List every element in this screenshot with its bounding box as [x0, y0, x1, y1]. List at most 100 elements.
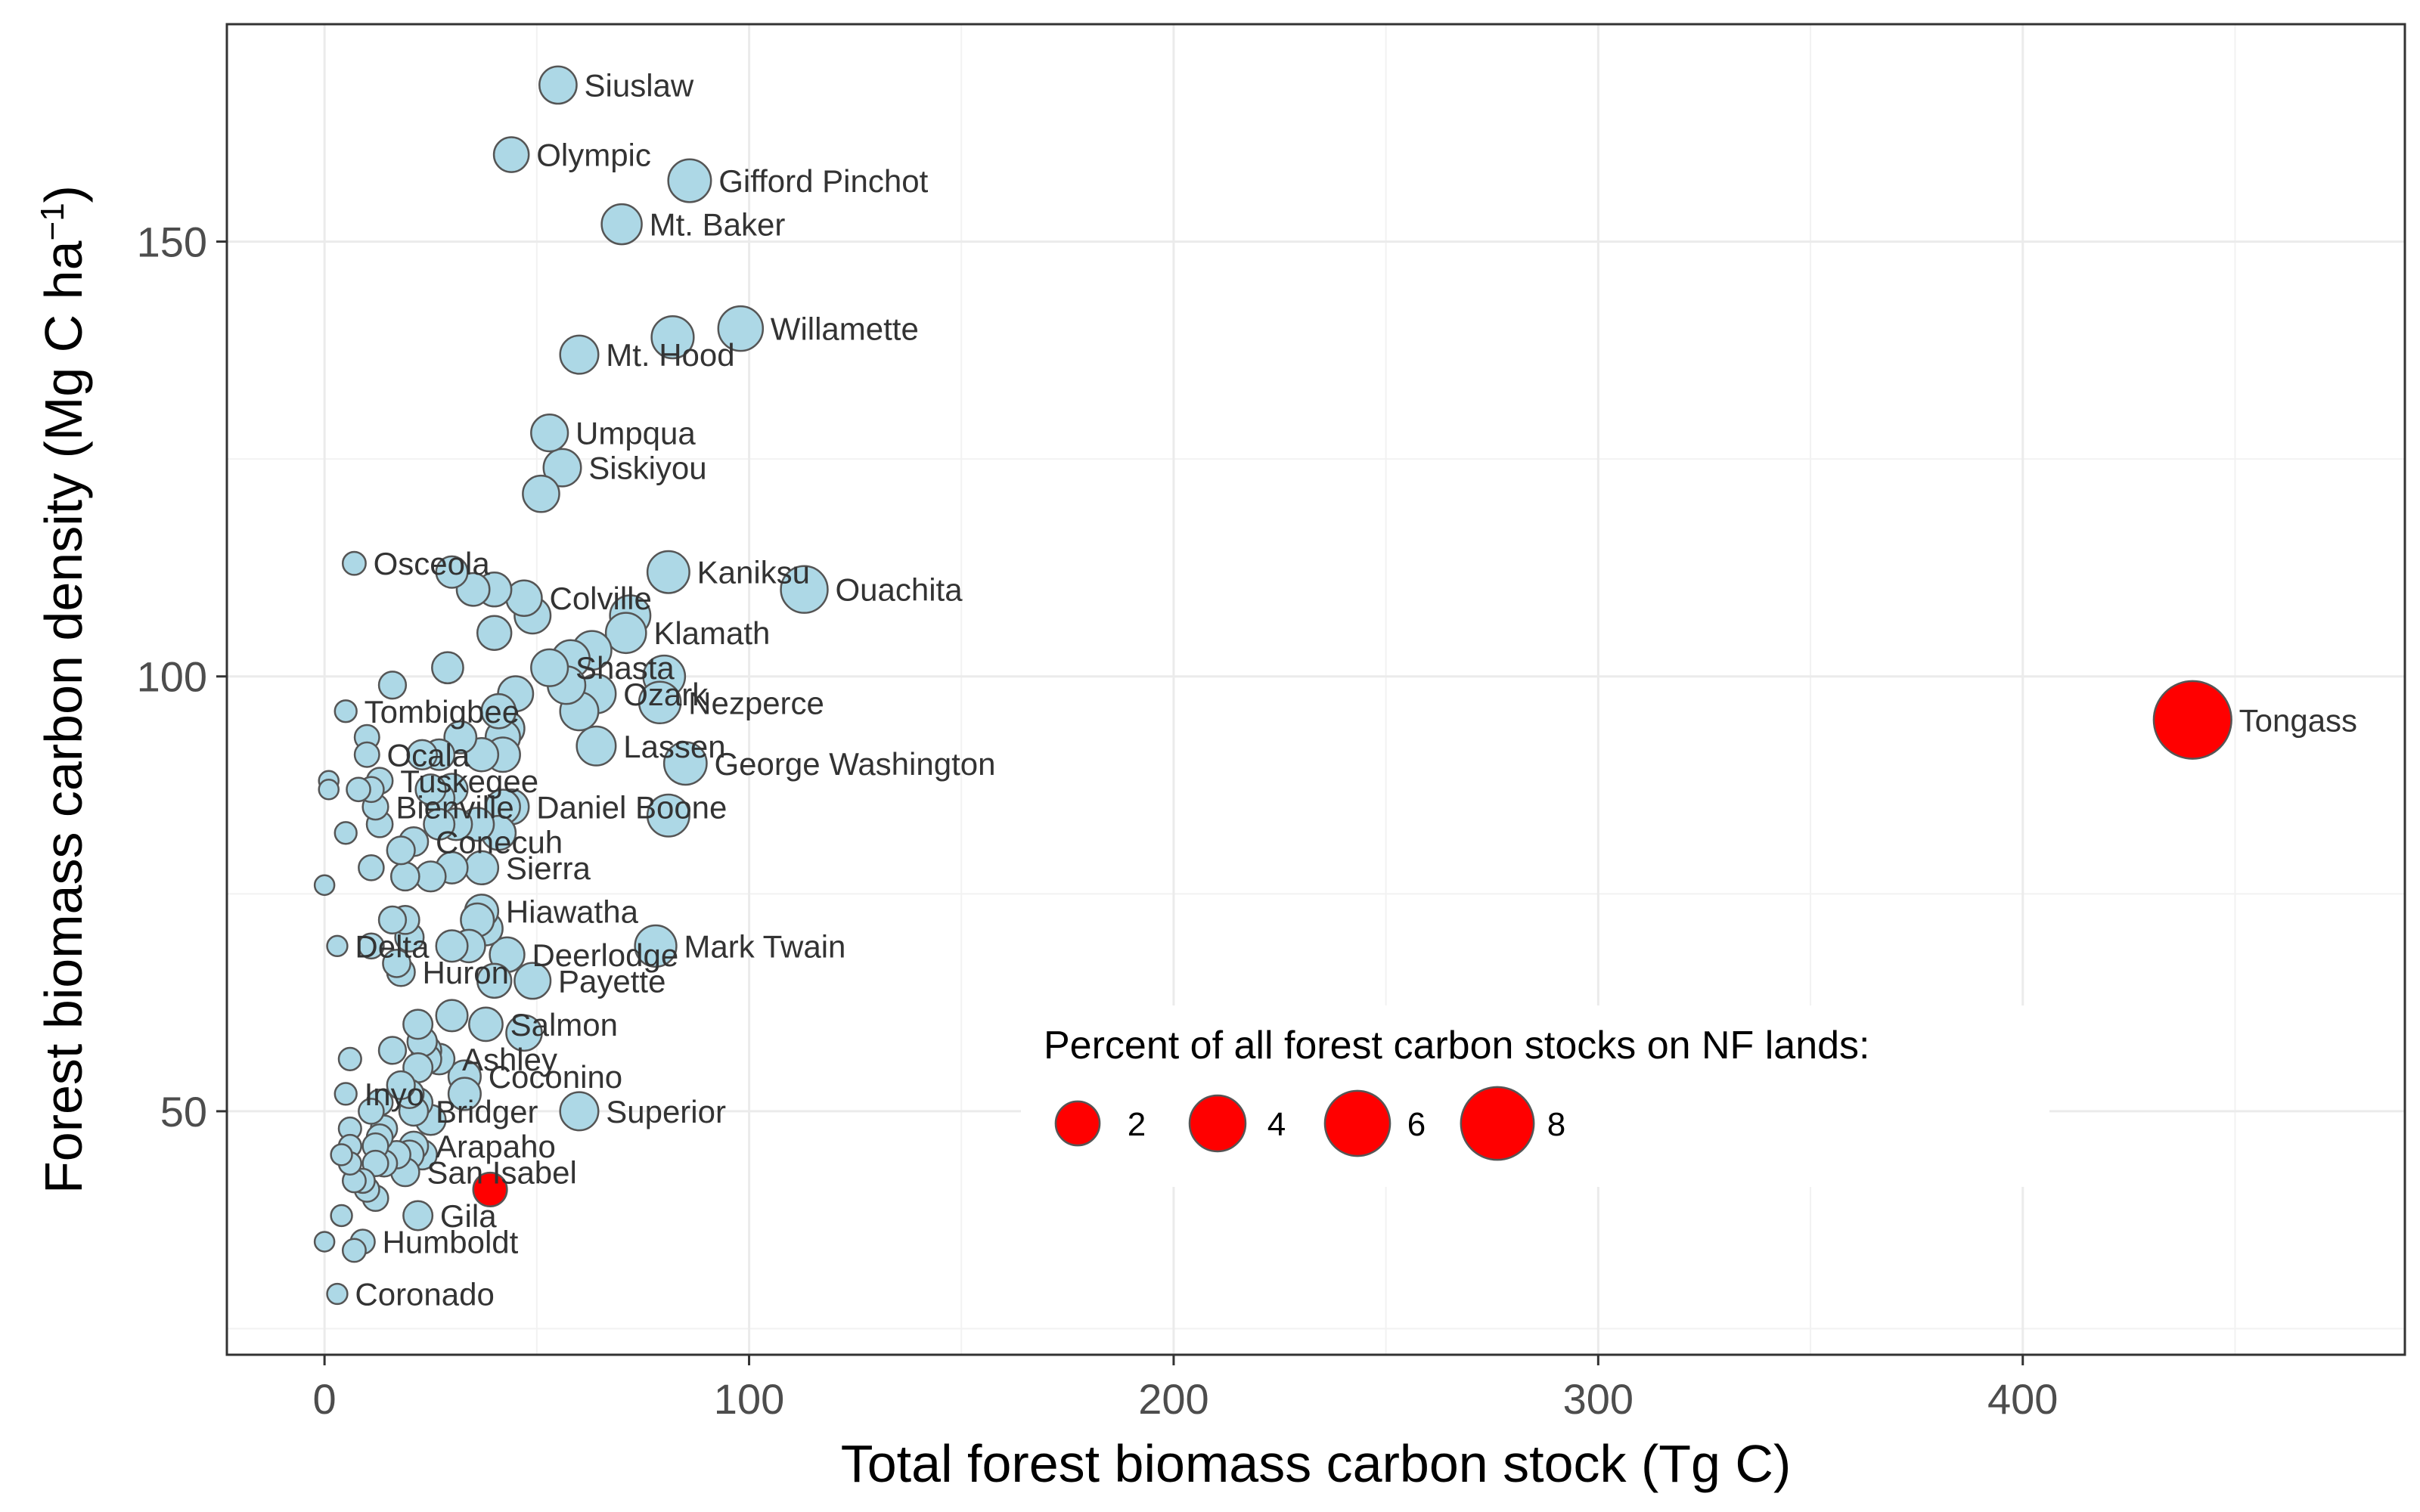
y-tick-label: 100	[137, 653, 207, 701]
point-superior	[559, 1091, 600, 1132]
legend-label-8: 8	[1547, 1106, 1565, 1143]
legend-background	[1021, 1005, 2049, 1187]
label-tombigbee: Tombigbee	[365, 694, 520, 730]
data-point	[476, 962, 513, 999]
label-coconino: Coconino	[489, 1059, 622, 1095]
data-point	[337, 1046, 362, 1071]
data-point	[341, 1238, 367, 1263]
label-humboldt: Humboldt	[383, 1224, 519, 1259]
data-point	[346, 776, 371, 803]
point-mt-hood	[559, 334, 600, 375]
label-siuslaw: Siuslaw	[585, 68, 694, 104]
label-superior: Superior	[606, 1094, 726, 1129]
plot-panel-border	[225, 23, 2406, 1356]
legend-key-2	[1054, 1100, 1101, 1147]
data-point	[389, 861, 420, 892]
label-ozark: Ozark	[623, 677, 709, 712]
label-willamette: Willamette	[771, 311, 919, 347]
legend-key-8	[1460, 1086, 1535, 1161]
label-inyo: Inyo	[365, 1077, 424, 1112]
point-kaniksu	[646, 550, 690, 594]
point-salmon	[468, 1006, 504, 1043]
data-point	[334, 821, 358, 845]
data-point	[505, 1014, 543, 1052]
label-daniel-boone: Daniel Boone	[536, 789, 727, 825]
data-point	[386, 1070, 416, 1101]
data-point	[646, 793, 690, 838]
data-point	[330, 1204, 353, 1228]
y-axis-title-main: Forest biomass carbon density (Mg C ha	[34, 240, 93, 1194]
point-willamette	[717, 305, 765, 352]
data-point	[402, 1009, 434, 1040]
data-point	[414, 773, 447, 806]
point-siuslaw	[538, 65, 578, 105]
y-tick-label: 150	[137, 218, 207, 266]
legend-label-6: 6	[1407, 1106, 1426, 1143]
label-arapaho: Arapaho	[436, 1129, 556, 1164]
x-tick-label: 100	[714, 1375, 784, 1423]
point-ouachita	[780, 565, 829, 614]
label-huron: Huron	[423, 955, 509, 990]
data-point	[386, 835, 416, 866]
label-osceola: Osceola	[374, 546, 491, 581]
legend-label-4: 4	[1267, 1106, 1286, 1143]
point-umpqua	[530, 414, 569, 453]
point-lassen	[576, 725, 617, 767]
point-gifford-pinchot	[667, 158, 712, 203]
data-point	[650, 315, 695, 360]
data-point	[406, 739, 438, 770]
label-lassen: Lassen	[623, 729, 725, 764]
point-klamath	[604, 612, 647, 655]
label-ouachita: Ouachita	[835, 572, 963, 608]
data-point	[377, 905, 408, 934]
legend-label-2: 2	[1128, 1106, 1146, 1143]
data-point	[377, 1036, 408, 1065]
label-deerlodge: Deerlodge	[532, 937, 678, 973]
data-point	[472, 1171, 508, 1207]
y-axis-title: Forest biomass carbon density (Mg C ha−1…	[34, 185, 94, 1194]
label-bienville: Bienville	[396, 789, 513, 825]
x-tick-label: 300	[1563, 1375, 1634, 1423]
label-salmon: Salmon	[510, 1007, 618, 1043]
label-payette: Payette	[558, 963, 666, 999]
label-nezperce: Nezperce	[688, 685, 824, 720]
data-point	[377, 671, 408, 700]
label-shasta: Shasta	[576, 650, 675, 686]
label-conecuh: Conecuh	[436, 824, 563, 860]
point-siskiyou	[542, 448, 582, 488]
data-point	[423, 807, 456, 841]
data-points	[313, 65, 2232, 1306]
label-bridger: Bridger	[436, 1094, 538, 1129]
x-axis-ticks: 0 100 200 300 400	[313, 1355, 2058, 1423]
data-point	[480, 692, 517, 730]
data-point	[358, 854, 385, 881]
label-gifford-pinchot: Gifford Pinchot	[718, 163, 928, 199]
legend-title: Percent of all forest carbon stocks on N…	[1044, 1024, 1870, 1067]
x-tick-label: 200	[1138, 1375, 1208, 1423]
label-tongass: Tongass	[2239, 702, 2357, 738]
point-inyo	[334, 1082, 358, 1106]
legend-entries: 2 4 6 8	[1054, 1086, 1565, 1161]
label-olympic: Olympic	[536, 138, 651, 173]
point-nezperce	[638, 680, 682, 725]
point-tombigbee	[334, 699, 358, 723]
y-tick-label: 50	[160, 1088, 207, 1136]
label-mt-baker: Mt. Baker	[650, 207, 786, 243]
data-point	[435, 999, 469, 1033]
data-point	[431, 651, 464, 685]
point-delta	[326, 934, 349, 958]
label-gila: Gila	[440, 1198, 497, 1234]
point-george-washington	[662, 741, 708, 786]
label-ashley: Ashley	[462, 1042, 557, 1077]
point-mt-baker	[600, 203, 643, 246]
label-tuskegee: Tuskegee	[400, 764, 538, 799]
point-labels: Siuslaw Olympic Gifford Pinchot Mt. Baker Wi…	[355, 68, 2357, 1312]
label-umpqua: Umpqua	[576, 416, 696, 451]
data-point	[435, 555, 469, 589]
point-osceola	[341, 550, 367, 576]
label-hiawatha: Hiawatha	[506, 894, 639, 929]
label-siskiyou: Siskiyou	[588, 451, 706, 486]
legend-key-4	[1188, 1094, 1247, 1153]
data-point	[313, 1231, 336, 1253]
